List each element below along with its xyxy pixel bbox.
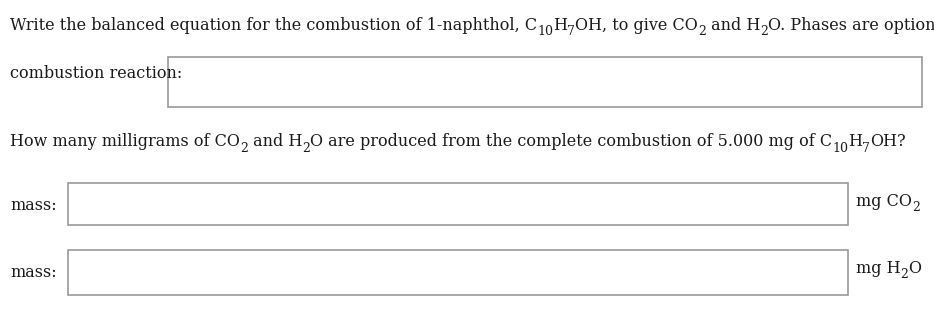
Text: 2: 2 <box>302 142 310 155</box>
Text: 10: 10 <box>832 142 848 155</box>
Text: 7: 7 <box>567 25 575 38</box>
Text: H: H <box>553 17 567 34</box>
Text: 10: 10 <box>537 25 553 38</box>
Text: 7: 7 <box>862 142 870 155</box>
Text: and H: and H <box>248 134 302 151</box>
Text: and H: and H <box>705 17 760 34</box>
Text: 2: 2 <box>912 201 920 214</box>
Bar <box>68 250 848 295</box>
Bar <box>68 183 848 225</box>
Text: 2: 2 <box>240 142 248 155</box>
Text: How many milligrams of CO: How many milligrams of CO <box>10 134 240 151</box>
Text: mg CO: mg CO <box>856 193 912 210</box>
Text: H: H <box>848 134 862 151</box>
Text: O: O <box>909 260 922 277</box>
Text: OH, to give CO: OH, to give CO <box>575 17 698 34</box>
Text: 2: 2 <box>760 25 768 38</box>
Text: O. Phases are optional.: O. Phases are optional. <box>768 17 934 34</box>
Text: O are produced from the complete combustion of 5.000 mg of C: O are produced from the complete combust… <box>310 134 832 151</box>
Text: Write the balanced equation for the combustion of 1-naphthol, C: Write the balanced equation for the comb… <box>10 17 537 34</box>
Text: mass:: mass: <box>10 197 57 214</box>
Bar <box>168 57 922 107</box>
Text: mass:: mass: <box>10 264 57 281</box>
Text: combustion reaction:: combustion reaction: <box>10 65 182 82</box>
Text: 2: 2 <box>698 25 705 38</box>
Text: 2: 2 <box>900 268 909 281</box>
Text: OH?: OH? <box>870 134 906 151</box>
Text: mg H: mg H <box>856 260 900 277</box>
